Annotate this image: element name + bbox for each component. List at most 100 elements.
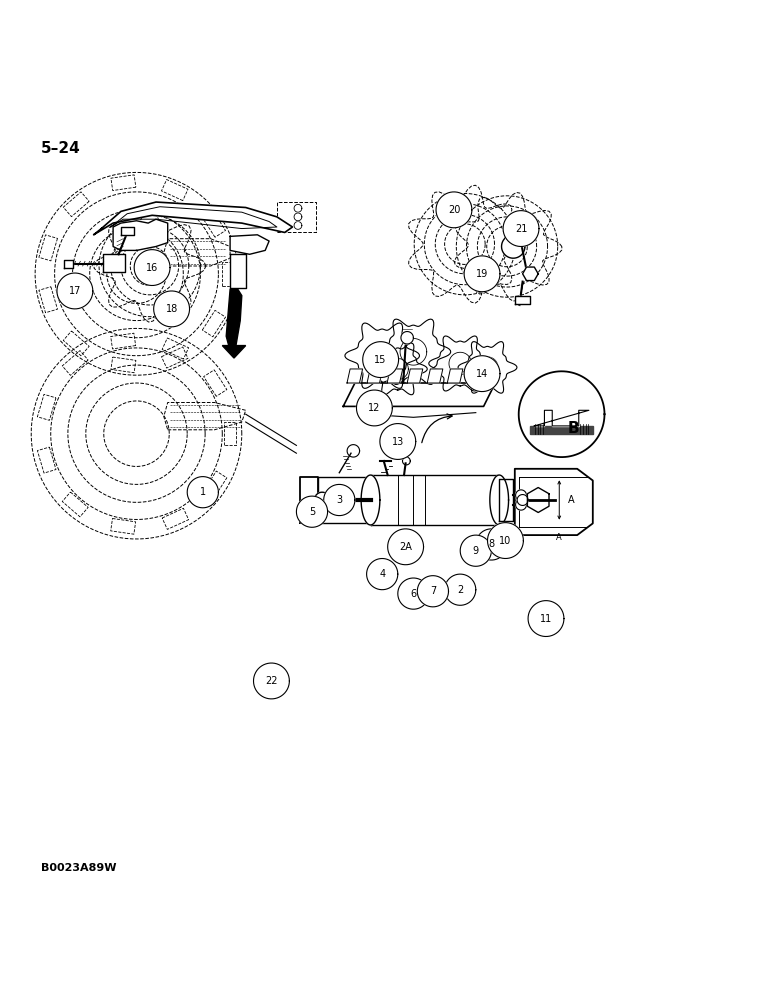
Polygon shape: [134, 250, 170, 285]
Text: 4: 4: [379, 569, 385, 579]
Text: 22: 22: [265, 676, 278, 686]
Polygon shape: [530, 426, 593, 434]
Text: 14: 14: [476, 369, 488, 379]
Polygon shape: [230, 254, 246, 288]
Polygon shape: [388, 529, 424, 565]
Polygon shape: [230, 235, 269, 254]
Polygon shape: [402, 457, 410, 465]
Polygon shape: [254, 663, 289, 699]
Polygon shape: [534, 410, 589, 426]
Polygon shape: [488, 523, 523, 558]
Text: 1: 1: [200, 487, 206, 497]
Polygon shape: [467, 369, 483, 383]
Text: 19: 19: [476, 269, 488, 279]
Text: A: A: [556, 533, 562, 542]
Polygon shape: [380, 424, 416, 459]
Polygon shape: [427, 369, 443, 383]
Polygon shape: [121, 227, 134, 235]
Text: 2A: 2A: [399, 542, 412, 552]
Polygon shape: [367, 559, 398, 590]
Polygon shape: [527, 488, 549, 512]
Text: 2: 2: [457, 585, 463, 595]
Polygon shape: [318, 477, 370, 523]
Polygon shape: [429, 336, 491, 391]
Text: 10: 10: [499, 536, 512, 546]
Text: A: A: [568, 495, 574, 505]
Polygon shape: [305, 482, 314, 491]
Polygon shape: [387, 369, 402, 383]
Polygon shape: [57, 273, 93, 309]
Polygon shape: [519, 371, 604, 457]
Text: 15: 15: [374, 355, 387, 365]
Polygon shape: [111, 263, 117, 269]
Polygon shape: [460, 535, 491, 566]
Text: 17: 17: [69, 286, 81, 296]
Polygon shape: [477, 361, 490, 374]
Polygon shape: [401, 332, 413, 344]
Polygon shape: [356, 390, 392, 426]
Polygon shape: [368, 343, 427, 395]
Polygon shape: [222, 346, 246, 358]
Polygon shape: [445, 574, 476, 605]
Polygon shape: [436, 192, 472, 228]
Polygon shape: [113, 219, 168, 250]
Polygon shape: [398, 578, 429, 609]
Polygon shape: [490, 475, 509, 525]
Text: 5–24: 5–24: [41, 141, 80, 156]
Polygon shape: [305, 509, 314, 518]
Polygon shape: [294, 204, 302, 212]
Polygon shape: [324, 484, 355, 516]
Text: 5: 5: [309, 507, 315, 517]
Polygon shape: [294, 213, 302, 221]
Polygon shape: [226, 289, 242, 348]
Text: 13: 13: [392, 437, 404, 447]
Text: 16: 16: [146, 263, 158, 273]
Polygon shape: [370, 475, 499, 525]
Text: B0023A89W: B0023A89W: [41, 863, 116, 873]
Text: 9: 9: [473, 546, 479, 556]
Text: 11: 11: [540, 614, 552, 624]
Polygon shape: [187, 477, 218, 508]
Polygon shape: [296, 496, 328, 527]
Polygon shape: [515, 469, 593, 535]
Polygon shape: [516, 499, 526, 510]
Polygon shape: [103, 254, 125, 272]
Polygon shape: [407, 369, 423, 383]
Polygon shape: [345, 323, 420, 388]
Polygon shape: [361, 475, 380, 525]
Polygon shape: [499, 479, 513, 521]
Polygon shape: [458, 342, 517, 393]
Text: B: B: [568, 421, 579, 436]
Polygon shape: [528, 601, 564, 636]
Polygon shape: [367, 369, 383, 383]
Polygon shape: [417, 576, 448, 607]
Polygon shape: [516, 490, 526, 501]
Polygon shape: [464, 256, 500, 292]
Text: 12: 12: [368, 403, 381, 413]
Polygon shape: [294, 222, 302, 229]
Text: 21: 21: [515, 224, 527, 234]
Polygon shape: [343, 383, 495, 406]
Polygon shape: [476, 529, 507, 560]
Polygon shape: [300, 477, 318, 523]
Polygon shape: [347, 369, 363, 383]
Polygon shape: [347, 445, 360, 457]
Polygon shape: [517, 495, 528, 505]
Polygon shape: [64, 260, 73, 268]
Polygon shape: [339, 509, 348, 518]
Text: 6: 6: [410, 589, 417, 599]
Polygon shape: [376, 319, 451, 384]
Polygon shape: [503, 211, 539, 246]
Polygon shape: [339, 482, 348, 491]
Polygon shape: [94, 202, 292, 235]
Polygon shape: [515, 296, 530, 304]
Polygon shape: [154, 291, 190, 327]
Polygon shape: [447, 369, 463, 383]
Text: 7: 7: [430, 586, 436, 596]
Text: 8: 8: [488, 539, 495, 549]
Text: 18: 18: [165, 304, 178, 314]
Polygon shape: [464, 356, 500, 392]
Polygon shape: [502, 235, 525, 258]
Polygon shape: [363, 342, 399, 378]
Polygon shape: [111, 257, 117, 263]
